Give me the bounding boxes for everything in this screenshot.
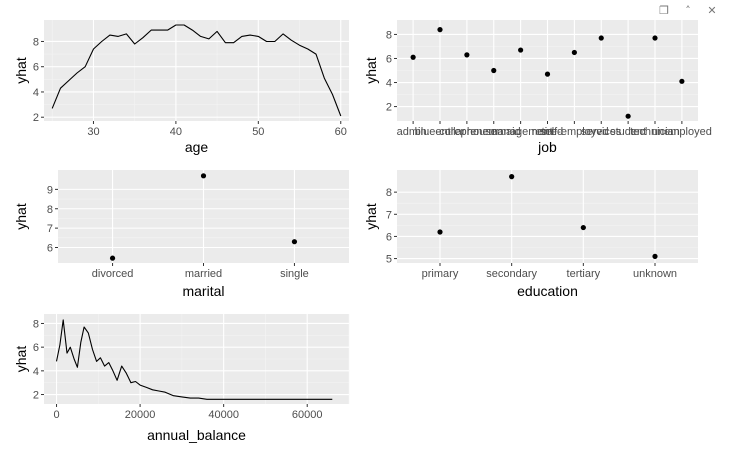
- y-tick-label: 8: [386, 29, 392, 41]
- chart-education: 5 6 7 8 primary secondary tertiary unknown educa…: [363, 170, 698, 299]
- y-tick-label: 2: [33, 390, 39, 402]
- data-point: [652, 253, 658, 259]
- x-axis-title: age: [185, 139, 209, 155]
- data-point: [200, 173, 207, 179]
- y-tick-label: 6: [47, 243, 53, 255]
- y-tick-label: 6: [386, 53, 392, 65]
- x-tick-label: 0: [53, 409, 59, 421]
- x-tick-label: 60000: [292, 409, 323, 421]
- x-tick-label: blue-collar: [415, 126, 466, 138]
- x-tick-label: admin.: [397, 126, 430, 138]
- y-tick-label: 8: [386, 187, 392, 199]
- x-tick-label: 50: [252, 126, 264, 138]
- x-tick-label: 20000: [125, 409, 156, 421]
- data-point: [544, 71, 551, 77]
- y-tick-label: 7: [386, 209, 392, 221]
- x-axis-title: job: [537, 139, 557, 155]
- x-tick-label: divorced: [92, 268, 134, 280]
- x-axis-title: annual_balance: [147, 427, 246, 443]
- series-line: [51, 24, 342, 117]
- x-tick-label: student: [610, 126, 646, 138]
- y-axis-title: yhat: [13, 346, 29, 373]
- y-tick-label: 4: [33, 87, 39, 99]
- x-tick-label: 30: [87, 126, 99, 138]
- plot-panel: [44, 20, 349, 121]
- data-point: [652, 35, 658, 41]
- x-tick-label: single: [280, 268, 309, 280]
- y-tick-label: 2: [33, 112, 39, 124]
- y-axis-title: yhat: [363, 57, 379, 84]
- data-point: [109, 255, 116, 261]
- x-axis-title: marital: [182, 283, 224, 299]
- x-tick-label: self-employed: [540, 126, 608, 138]
- x-tick-label: tertiary: [567, 268, 601, 280]
- x-tick-label: unknown: [633, 268, 677, 280]
- chart-age: 2 4 6 8 30 40 50 60 age yhat: [13, 20, 349, 155]
- y-axis-title: yhat: [13, 203, 29, 230]
- x-tick-label: 60: [335, 126, 347, 138]
- y-tick-label: 8: [47, 204, 53, 216]
- chart-marital: 6 7 8 9 divorced married single marital yhat: [13, 170, 349, 299]
- y-tick-label: 4: [386, 78, 392, 90]
- data-point: [509, 174, 515, 180]
- y-axis-title: yhat: [363, 203, 379, 230]
- y-tick-label: 9: [47, 184, 53, 196]
- data-point: [625, 113, 631, 119]
- data-point: [518, 47, 524, 53]
- data-point: [437, 229, 443, 235]
- series-line: [55, 319, 333, 400]
- data-point: [464, 52, 470, 58]
- window-toolbar: ❐ ˄ ✕: [654, 0, 730, 20]
- x-tick-label: entrepreneur: [435, 126, 498, 138]
- y-tick-label: 2: [386, 102, 392, 114]
- x-tick-label: 40: [170, 126, 182, 138]
- data-point: [491, 67, 497, 74]
- x-tick-label: married: [185, 268, 222, 280]
- chart-annual_balance: 2 4 6 8 0 20000 40000 60000 annual_balance yhat: [13, 314, 350, 443]
- y-tick-label: 5: [386, 254, 392, 266]
- x-tick-label: management: [489, 126, 553, 138]
- plot-panel: [397, 170, 698, 263]
- data-point: [571, 49, 577, 56]
- data-point: [598, 35, 604, 41]
- y-axis-title: yhat: [13, 57, 29, 84]
- copy-icon[interactable]: ❐: [659, 3, 669, 17]
- x-tick-label: technician: [630, 126, 680, 138]
- chart-job: 2 4 6 8 admin.blue-collarentrepreneurhousema…: [363, 20, 712, 155]
- x-axis-title: education: [517, 283, 578, 299]
- y-tick-label: 6: [33, 62, 39, 74]
- y-tick-label: 8: [33, 318, 39, 330]
- x-tick-label: unemployed: [652, 126, 712, 138]
- x-tick-label: 40000: [208, 409, 239, 421]
- y-tick-label: 8: [33, 36, 39, 48]
- x-tick-label: services: [581, 126, 622, 138]
- data-point: [291, 239, 298, 245]
- data-point: [580, 224, 586, 231]
- data-point: [437, 27, 443, 33]
- x-tick-label: retired: [532, 126, 563, 138]
- close-icon[interactable]: ✕: [707, 3, 717, 17]
- y-tick-label: 4: [33, 366, 39, 378]
- x-tick-label: housemaid: [467, 126, 521, 138]
- x-tick-label: secondary: [486, 268, 537, 280]
- y-tick-label: 7: [47, 223, 53, 235]
- y-tick-label: 6: [386, 231, 392, 243]
- y-tick-label: 6: [33, 342, 39, 354]
- data-point: [410, 54, 416, 60]
- collapse-icon[interactable]: ˄: [685, 3, 691, 17]
- x-tick-label: primary: [422, 268, 459, 280]
- data-point: [679, 78, 685, 84]
